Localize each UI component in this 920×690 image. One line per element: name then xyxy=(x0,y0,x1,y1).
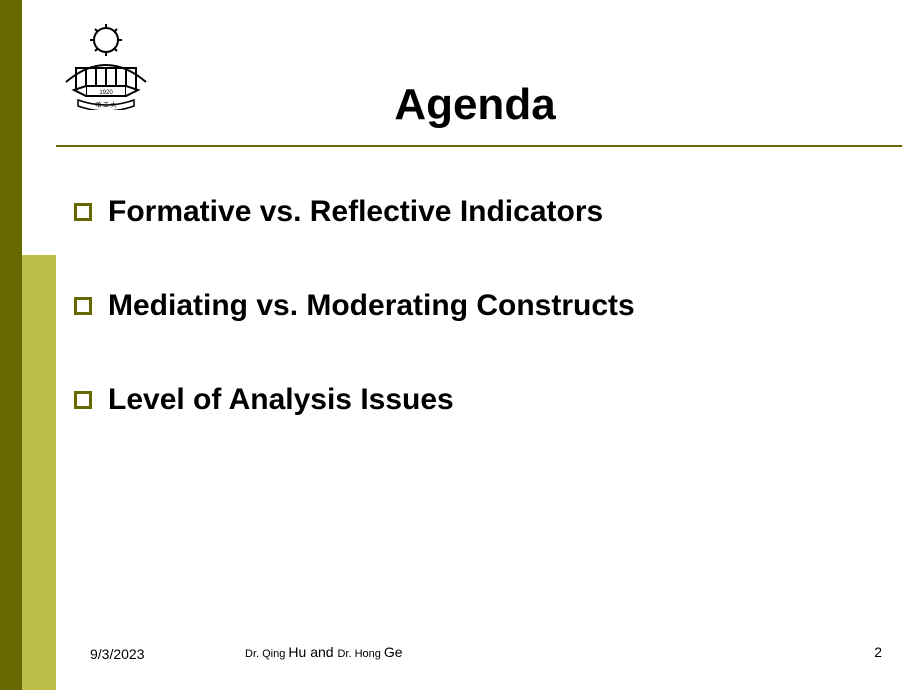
footer-page-number: 2 xyxy=(874,644,882,660)
footer-author-prefix: Dr. Hong xyxy=(337,648,383,660)
left-accent-bar-light xyxy=(22,255,56,690)
bullet-text: Level of Analysis Issues xyxy=(108,383,454,417)
title-divider xyxy=(56,145,902,147)
footer-author-prefix: Dr. Qing xyxy=(245,648,288,660)
footer-author-name: Ge xyxy=(384,644,403,660)
footer-author-separator: and xyxy=(306,644,337,660)
left-accent-bar-dark xyxy=(0,0,22,690)
bullet-item: Level of Analysis Issues xyxy=(74,383,880,417)
footer-date: 9/3/2023 xyxy=(90,646,145,662)
bullet-square-icon xyxy=(74,203,92,221)
slide-footer: 9/3/2023 Dr. Qing Hu and Dr. Hong Ge 2 xyxy=(0,640,920,662)
bullet-item: Formative vs. Reflective Indicators xyxy=(74,195,880,229)
slide-title: Agenda xyxy=(60,80,890,130)
bullet-text: Mediating vs. Moderating Constructs xyxy=(108,289,635,323)
footer-authors: Dr. Qing Hu and Dr. Hong Ge xyxy=(245,644,403,660)
footer-author-name: Hu xyxy=(288,644,306,660)
bullet-list: Formative vs. Reflective Indicators Medi… xyxy=(74,195,880,477)
bullet-item: Mediating vs. Moderating Constructs xyxy=(74,289,880,323)
bullet-square-icon xyxy=(74,297,92,315)
bullet-square-icon xyxy=(74,391,92,409)
bullet-text: Formative vs. Reflective Indicators xyxy=(108,195,603,229)
